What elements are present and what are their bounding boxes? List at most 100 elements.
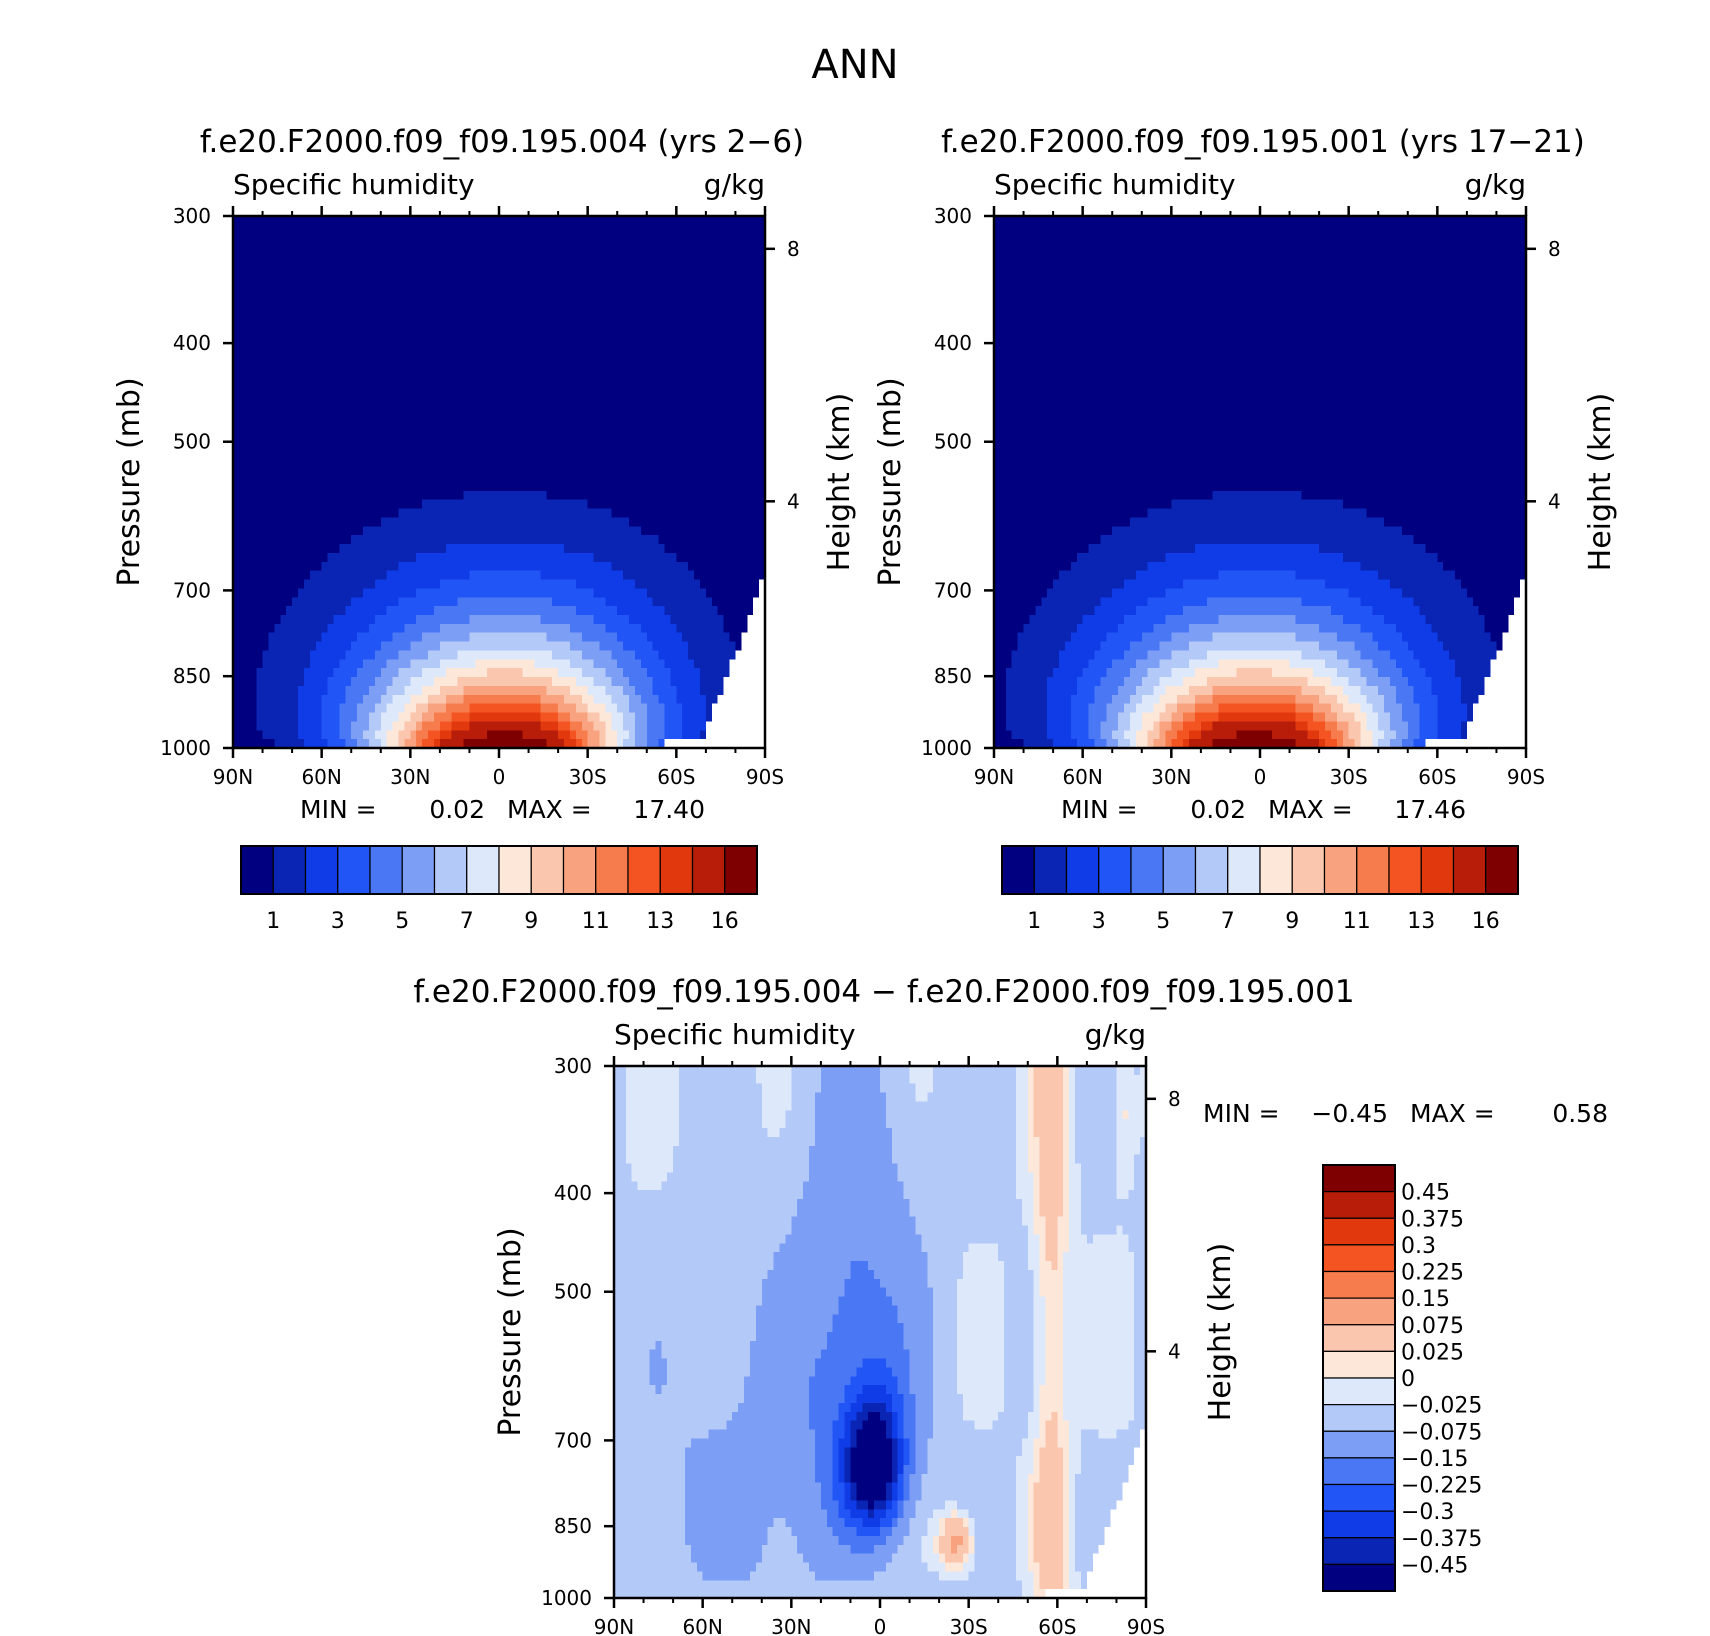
field-cell: [345, 313, 352, 323]
field-cell: [670, 242, 677, 253]
field-cell: [457, 428, 465, 439]
field-cell: [522, 668, 530, 678]
field-cell: [510, 278, 518, 288]
field-cell: [469, 561, 476, 572]
field-cell: [368, 419, 376, 430]
field-cell: [729, 615, 737, 625]
field-cell: [363, 455, 370, 465]
field-cell: [605, 588, 612, 598]
field-cell: [262, 473, 270, 483]
field-cell: [658, 526, 666, 536]
field-cell: [422, 499, 429, 510]
field-cell: [658, 233, 666, 244]
field-cell: [250, 419, 258, 430]
field-cell: [410, 411, 417, 421]
field-cell: [363, 269, 370, 279]
field-cell: [380, 375, 388, 386]
field-cell: [398, 446, 406, 456]
field-cell: [670, 685, 677, 696]
field-cell: [646, 402, 654, 412]
field-cell: [268, 455, 275, 465]
field-cell: [292, 597, 299, 607]
field-cell: [256, 632, 264, 643]
field-cell: [398, 659, 406, 669]
field-cell: [593, 437, 601, 448]
field-cell: [664, 411, 672, 421]
field-cell: [309, 286, 317, 297]
field-cell: [398, 340, 406, 350]
field-cell: [676, 597, 683, 607]
field-cell: [747, 517, 754, 527]
field-cell: [398, 464, 406, 474]
field-cell: [422, 304, 429, 315]
field-cell: [286, 561, 293, 572]
field-cell: [351, 384, 358, 394]
field-cell: [481, 216, 488, 226]
field-cell: [729, 393, 737, 403]
field-cell: [321, 535, 329, 545]
field-cell: [416, 703, 423, 714]
field-cell: [753, 216, 760, 226]
field-cell: [351, 455, 358, 465]
field-cell: [286, 402, 293, 412]
field-cell: [522, 278, 530, 288]
field-cell: [398, 216, 406, 226]
field-cell: [670, 650, 677, 660]
field-cell: [499, 597, 506, 607]
field-cell: [753, 464, 760, 474]
field-cell: [238, 455, 246, 465]
field-cell: [546, 552, 553, 563]
field-cell: [433, 260, 441, 270]
field-cell: [634, 632, 642, 643]
field-cell: [487, 304, 494, 315]
field-cell: [274, 411, 281, 421]
field-cell: [558, 526, 565, 536]
field-cell: [605, 278, 612, 288]
field-cell: [357, 544, 364, 554]
field-cell: [238, 340, 246, 350]
field-cell: [274, 473, 281, 483]
field-cell: [546, 499, 553, 510]
field-cell: [558, 322, 565, 332]
field-cell: [575, 623, 583, 634]
field-cell: [522, 606, 530, 616]
field-cell: [439, 242, 447, 253]
field-cell: [463, 419, 471, 430]
field-cell: [528, 278, 536, 288]
field-cell: [280, 349, 287, 359]
field-cell: [493, 535, 500, 545]
field-cell: [274, 419, 281, 430]
field-cell: [569, 499, 577, 510]
field-cell: [634, 304, 642, 315]
field-cell: [363, 641, 370, 652]
field-cell: [298, 260, 305, 270]
field-cell: [694, 269, 701, 279]
field-cell: [504, 278, 512, 288]
field-cell: [380, 331, 388, 341]
field-cell: [646, 552, 654, 563]
field-cell: [244, 224, 252, 235]
field-cell: [321, 455, 329, 465]
field-cell: [380, 216, 388, 226]
field-cell: [634, 464, 642, 474]
field-cell: [546, 482, 553, 492]
field-cell: [652, 428, 660, 439]
field-cell: [333, 357, 340, 368]
field-cell: [250, 473, 258, 483]
field-cell: [540, 260, 547, 270]
field-cell: [658, 677, 666, 687]
field-cell: [599, 446, 606, 456]
field-cell: [759, 304, 766, 315]
field-cell: [723, 464, 731, 474]
field-cell: [268, 322, 275, 332]
field-cell: [753, 482, 760, 492]
field-cell: [605, 428, 612, 439]
field-cell: [694, 278, 701, 288]
field-cell: [510, 375, 518, 386]
field-cell: [682, 606, 689, 616]
field-cell: [345, 295, 352, 306]
field-cell: [493, 260, 500, 270]
field-cell: [735, 650, 742, 660]
field-cell: [540, 233, 547, 244]
field-cell: [244, 526, 252, 536]
